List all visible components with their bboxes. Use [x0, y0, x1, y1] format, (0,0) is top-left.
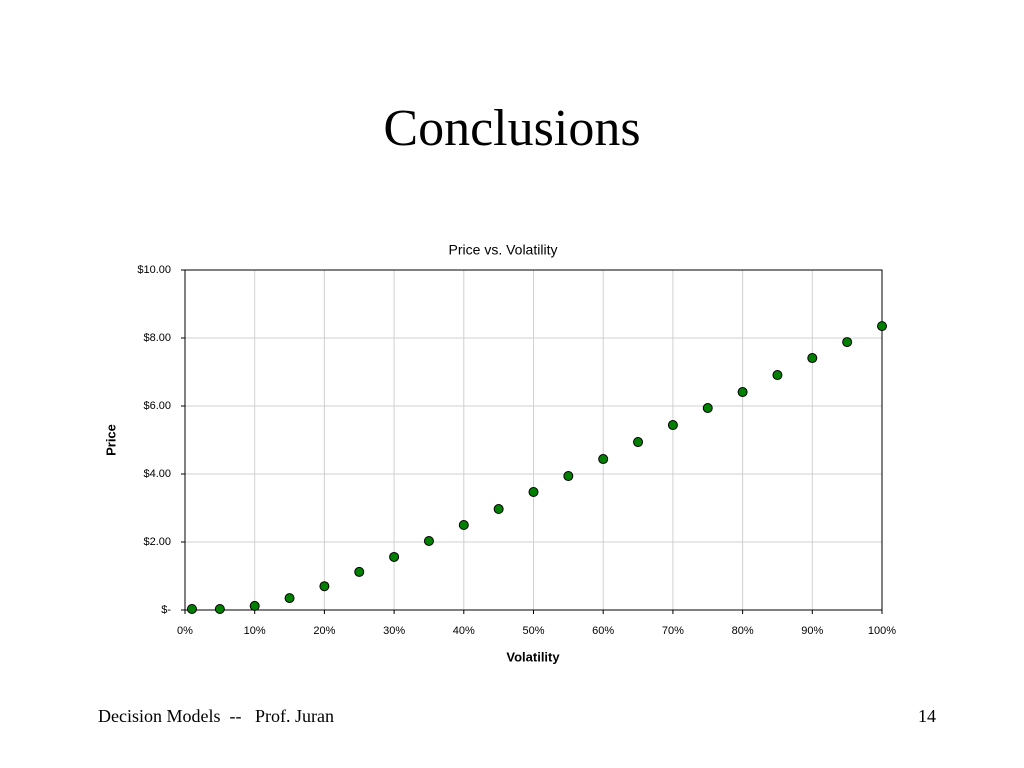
- point: [319, 581, 330, 592]
- y-tick-label: $4.00: [143, 468, 171, 480]
- y-axis-title: Price: [103, 424, 118, 456]
- y-tick-label: $8.00: [143, 332, 171, 344]
- point: [186, 603, 197, 614]
- x-axis-title: Volatility: [506, 649, 560, 664]
- y-tick-label: $10.00: [137, 264, 171, 276]
- point: [284, 593, 295, 604]
- point: [423, 535, 434, 546]
- point: [737, 387, 748, 398]
- y-tick-label: $-: [161, 604, 171, 616]
- x-tick-label: 20%: [313, 625, 335, 637]
- x-tick-label: 50%: [522, 625, 544, 637]
- y-tick-label: $2.00: [143, 536, 171, 548]
- point: [598, 454, 609, 465]
- point: [633, 437, 644, 448]
- page-number: 14: [918, 706, 936, 726]
- point: [772, 370, 783, 381]
- slide-title: Conclusions: [383, 100, 640, 157]
- point: [667, 420, 678, 431]
- point: [389, 551, 400, 562]
- point: [493, 504, 504, 515]
- plot-border: [184, 269, 883, 611]
- point: [354, 566, 365, 577]
- y-tick-label: $6.00: [143, 400, 171, 412]
- point: [877, 321, 887, 332]
- x-tick-label: 0%: [177, 625, 193, 637]
- x-tick-label: 100%: [868, 625, 896, 637]
- x-tick-label: 60%: [592, 625, 614, 637]
- footer: Decision Models -- Prof. Juran: [98, 706, 334, 726]
- point: [842, 337, 853, 348]
- x-tick-label: 80%: [732, 625, 754, 637]
- x-tick-label: 10%: [244, 625, 266, 637]
- chart-title: Price vs. Volatility: [449, 242, 558, 258]
- point: [528, 487, 539, 498]
- x-tick-label: 70%: [662, 625, 684, 637]
- point: [702, 403, 713, 414]
- x-tick-label: 30%: [383, 625, 405, 637]
- point: [563, 471, 574, 482]
- point: [249, 600, 260, 611]
- x-tick-label: 40%: [453, 625, 475, 637]
- x-tick-label: 90%: [801, 625, 823, 637]
- point: [807, 353, 818, 364]
- point: [458, 520, 469, 530]
- point: [214, 603, 225, 614]
- plot: $- $2.00 $4.00 $6.00 $8.00 $10.00 0% 10% 20% 30% 4…: [137, 264, 896, 637]
